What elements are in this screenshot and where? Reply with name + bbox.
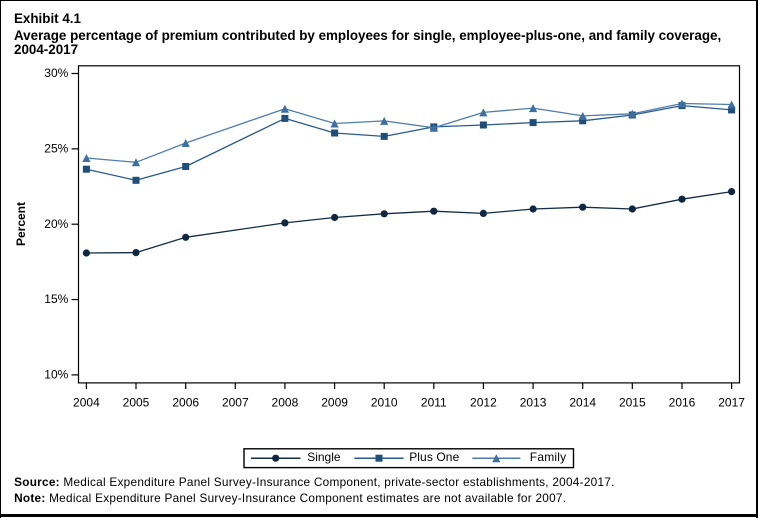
svg-text:Plus One: Plus One [409,450,459,464]
svg-text:2009: 2009 [321,395,348,409]
svg-text:2006: 2006 [172,395,199,409]
svg-text:2004: 2004 [73,395,100,409]
svg-text:2011: 2011 [421,395,447,409]
svg-text:15%: 15% [44,292,68,306]
svg-text:Percent: Percent [14,202,28,246]
svg-text:2017: 2017 [718,395,745,409]
svg-text:2010: 2010 [371,395,398,409]
svg-text:2013: 2013 [520,395,547,409]
svg-text:2007: 2007 [222,395,249,409]
svg-text:30%: 30% [44,66,68,80]
svg-text:Single: Single [307,450,341,464]
svg-text:2016: 2016 [669,395,696,409]
svg-text:10%: 10% [44,368,68,382]
svg-text:25%: 25% [44,141,68,155]
svg-text:2015: 2015 [619,395,646,409]
svg-text:Family: Family [530,450,567,464]
svg-text:2014: 2014 [569,395,596,409]
svg-text:20%: 20% [44,217,68,231]
svg-text:2008: 2008 [272,395,299,409]
svg-text:2012: 2012 [470,395,497,409]
svg-text:2005: 2005 [123,395,150,409]
